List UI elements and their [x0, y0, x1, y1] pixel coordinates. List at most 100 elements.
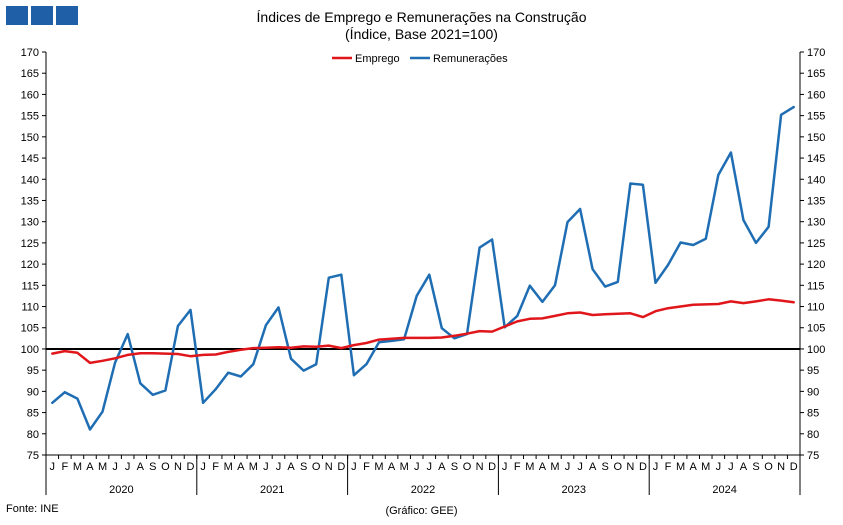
month-label: A: [287, 461, 295, 473]
y-tick-label-right: 100: [807, 344, 825, 356]
month-label: O: [161, 461, 170, 473]
month-label: F: [514, 461, 521, 473]
y-tick-label-left: 150: [21, 132, 39, 144]
month-label: J: [50, 461, 56, 473]
y-tick-label-left: 135: [21, 195, 39, 207]
month-label: M: [374, 461, 383, 473]
month-label: M: [224, 461, 233, 473]
y-tick-label-right: 155: [807, 111, 825, 123]
year-label: 2020: [109, 484, 133, 496]
month-label: N: [626, 461, 634, 473]
y-tick-label-right: 160: [807, 89, 825, 101]
legend-label: Emprego: [355, 53, 400, 65]
month-label: N: [476, 461, 484, 473]
series-line-emprego: [51, 298, 795, 365]
y-tick-label-left: 155: [21, 111, 39, 123]
month-label: M: [98, 461, 107, 473]
month-label: O: [463, 461, 472, 473]
chart-subtitle: (Índice, Base 2021=100): [345, 26, 498, 42]
y-tick-label-left: 140: [21, 174, 39, 186]
y-tick-label-right: 80: [807, 429, 819, 441]
month-label: O: [312, 461, 321, 473]
month-label: D: [488, 461, 496, 473]
month-label: N: [777, 461, 785, 473]
y-tick-label-left: 170: [21, 47, 39, 59]
month-label: A: [137, 461, 145, 473]
month-label: S: [300, 461, 307, 473]
y-tick-label-right: 95: [807, 365, 819, 377]
month-label: N: [174, 461, 182, 473]
y-tick-label-right: 90: [807, 386, 819, 398]
month-label: J: [263, 461, 269, 473]
month-label: J: [351, 461, 357, 473]
month-label: S: [602, 461, 609, 473]
year-label: 2021: [260, 484, 284, 496]
month-label: J: [653, 461, 659, 473]
month-label: F: [665, 461, 672, 473]
month-label: D: [790, 461, 798, 473]
credit-note: (Gráfico: GEE): [385, 505, 458, 517]
month-label: J: [728, 461, 734, 473]
month-label: J: [716, 461, 722, 473]
chart-title: Índices de Emprego e Remunerações na Con…: [256, 9, 587, 25]
month-label: J: [125, 461, 131, 473]
month-label: J: [565, 461, 571, 473]
month-label: S: [451, 461, 458, 473]
month-label: J: [427, 461, 433, 473]
y-tick-label-right: 120: [807, 259, 825, 271]
y-tick-label-left: 160: [21, 89, 39, 101]
y-tick-label-right: 170: [807, 47, 825, 59]
y-tick-label-right: 115: [807, 280, 825, 292]
month-label: M: [400, 461, 409, 473]
month-label: F: [363, 461, 370, 473]
y-tick-label-left: 105: [21, 323, 39, 335]
source-note: Fonte: INE: [6, 503, 59, 515]
y-tick-label-left: 115: [21, 280, 39, 292]
month-label: O: [614, 461, 623, 473]
y-tick-label-left: 75: [27, 450, 39, 462]
month-label: M: [701, 461, 710, 473]
month-label: O: [764, 461, 773, 473]
month-label: A: [86, 461, 94, 473]
y-tick-label-left: 165: [21, 68, 39, 80]
y-tick-label-right: 165: [807, 68, 825, 80]
month-label: M: [525, 461, 534, 473]
month-label: A: [237, 461, 245, 473]
y-tick-label-left: 110: [21, 302, 39, 314]
y-tick-label-right: 125: [807, 238, 825, 250]
chart-title-block: Índices de Emprego e Remunerações na Con…: [0, 9, 843, 43]
month-label: J: [577, 461, 583, 473]
month-label: A: [539, 461, 547, 473]
y-tick-label-left: 80: [27, 429, 39, 441]
legend-label: Remunerações: [433, 53, 508, 65]
month-label: J: [502, 461, 508, 473]
y-tick-label-right: 150: [807, 132, 825, 144]
year-label: 2024: [712, 484, 736, 496]
month-label: M: [550, 461, 559, 473]
y-tick-label-right: 75: [807, 450, 819, 462]
y-tick-label-right: 85: [807, 408, 819, 420]
month-label: S: [149, 461, 156, 473]
month-label: M: [676, 461, 685, 473]
y-tick-label-left: 130: [21, 217, 39, 229]
month-label: A: [438, 461, 446, 473]
month-label: S: [752, 461, 759, 473]
month-label: N: [325, 461, 333, 473]
month-label: J: [414, 461, 420, 473]
gee-logo: [6, 6, 78, 25]
month-label: F: [212, 461, 219, 473]
month-label: M: [249, 461, 258, 473]
y-tick-label-left: 120: [21, 259, 39, 271]
y-tick-label-left: 145: [21, 153, 39, 165]
month-label: D: [639, 461, 647, 473]
y-tick-label-right: 135: [807, 195, 825, 207]
month-label: A: [740, 461, 748, 473]
month-label: A: [589, 461, 597, 473]
y-tick-label-left: 100: [21, 344, 39, 356]
month-label: A: [690, 461, 698, 473]
y-tick-label-left: 90: [27, 386, 39, 398]
series-line-remuneracoes: [51, 105, 795, 431]
y-tick-label-right: 110: [807, 302, 825, 314]
month-label: F: [61, 461, 68, 473]
